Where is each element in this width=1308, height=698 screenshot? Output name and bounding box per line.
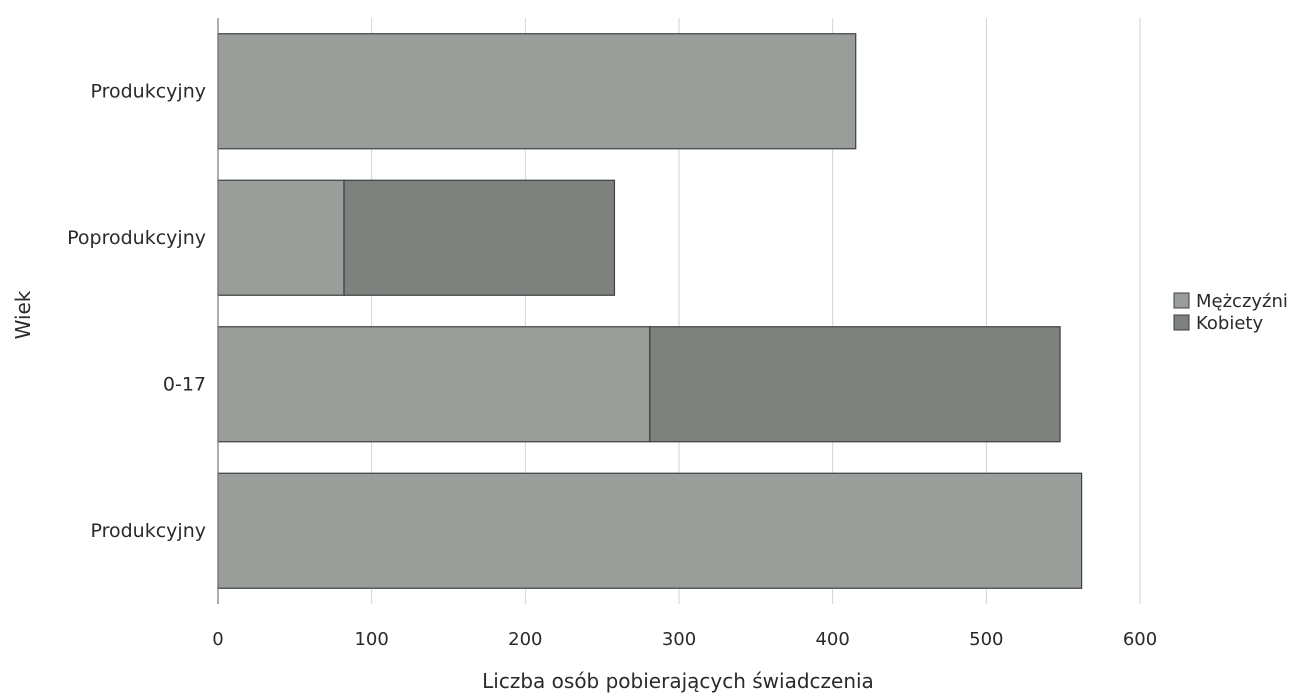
bar-mezczyzni: [217, 472, 1083, 589]
y-category-label: Produkcyjny: [90, 520, 206, 542]
bar-kobiety: [649, 326, 1061, 443]
y-category-label: Poprodukcyjny: [67, 227, 206, 249]
x-tick-label: 500: [969, 629, 1003, 650]
x-tick-labels: 0 100 200 300 400 500 600: [212, 629, 1157, 650]
bar-mezczyzni: [217, 326, 651, 443]
x-tick-label: 300: [662, 629, 696, 650]
bar-mezczyzni: [217, 33, 857, 150]
legend-swatch: [1173, 314, 1190, 331]
bars: [217, 33, 1083, 589]
legend-swatch: [1173, 292, 1190, 309]
x-tick-label: 100: [354, 629, 388, 650]
bar-mezczyzni: [217, 179, 345, 296]
y-axis-title: Wiek: [11, 290, 35, 339]
y-category-label: 0-17: [163, 373, 206, 395]
y-category-labels: Produkcyjny Poprodukcyjny 0-17 Produkcyjny: [67, 80, 206, 542]
bar-kobiety: [343, 179, 616, 296]
x-tick-label: 200: [508, 629, 542, 650]
x-tick-label: 400: [815, 629, 849, 650]
x-tick-label: 0: [212, 629, 223, 650]
x-tick-label: 600: [1123, 629, 1157, 650]
legend-label: Kobiety: [1196, 313, 1263, 334]
legend-label: Mężczyźni: [1196, 291, 1288, 312]
x-axis-title: Liczba osób pobierających świadczenia: [482, 669, 874, 693]
y-category-label: Produkcyjny: [90, 80, 206, 102]
